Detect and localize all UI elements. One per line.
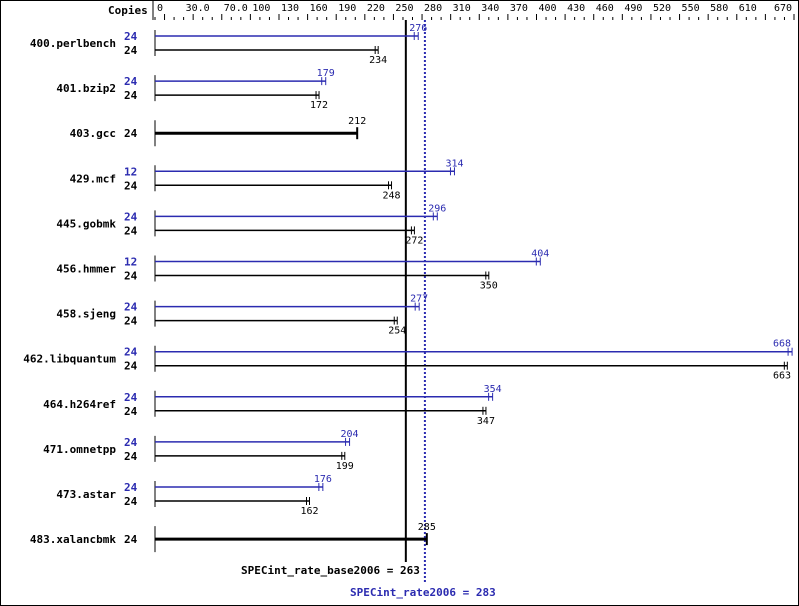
peak-copies-label: 24 — [124, 301, 138, 314]
tick-label: 400 — [538, 3, 556, 14]
peak-summary-label: SPECint_rate2006 = 283 — [350, 586, 496, 599]
base-value-label: 199 — [336, 461, 354, 472]
peak-value-label: 314 — [445, 158, 463, 169]
peak-copies-label: 24 — [124, 75, 138, 88]
tick-label: 280 — [424, 3, 442, 14]
peak-copies-label: 24 — [124, 436, 138, 449]
tick-label: 370 — [510, 3, 528, 14]
value-label: 212 — [348, 116, 366, 127]
benchmark-label: 401.bzip2 — [56, 82, 116, 95]
benchmark-label: 445.gobmk — [56, 217, 116, 230]
base-copies-label: 24 — [124, 224, 138, 237]
tick-label: 130 — [281, 3, 299, 14]
tick-label: 610 — [739, 3, 757, 14]
base-copies-label: 24 — [124, 89, 138, 102]
peak-copies-label: 24 — [124, 346, 138, 359]
copies-label: 24 — [124, 533, 138, 546]
peak-copies-label: 12 — [124, 165, 137, 178]
peak-copies-label: 24 — [124, 210, 138, 223]
base-value-label: 162 — [300, 506, 318, 517]
peak-copies-label: 24 — [124, 481, 138, 494]
peak-copies-label: 24 — [124, 30, 138, 43]
peak-value-label: 296 — [428, 203, 446, 214]
tick-label: 70.0 — [224, 3, 248, 14]
tick-label: 580 — [710, 3, 728, 14]
base-value-label: 254 — [388, 326, 406, 337]
tick-label: 490 — [624, 3, 642, 14]
value-label: 285 — [418, 522, 436, 533]
tick-label: 340 — [481, 3, 499, 14]
tick-label: 550 — [682, 3, 700, 14]
tick-label: 220 — [367, 3, 385, 14]
base-copies-label: 24 — [124, 495, 138, 508]
base-copies-label: 24 — [124, 405, 138, 418]
tick-label: 0 — [157, 3, 163, 14]
base-copies-label: 24 — [124, 270, 138, 283]
base-value-label: 663 — [773, 371, 791, 382]
benchmark-label: 471.omnetpp — [43, 443, 116, 456]
peak-value-label: 179 — [317, 68, 335, 79]
base-summary-label: SPECint_rate_base2006 = 263 — [241, 564, 420, 577]
tick-label: 520 — [653, 3, 671, 14]
tick-label: 430 — [567, 3, 585, 14]
base-value-label: 272 — [405, 235, 423, 246]
tick-label: 190 — [338, 3, 356, 14]
benchmark-label: 458.sjeng — [56, 308, 116, 321]
peak-value-label: 176 — [314, 474, 332, 485]
peak-value-label: 668 — [773, 339, 791, 350]
base-copies-label: 24 — [124, 315, 138, 328]
base-copies-label: 24 — [124, 360, 138, 373]
benchmark-label: 400.perlbench — [30, 37, 116, 50]
base-value-label: 347 — [477, 416, 495, 427]
benchmark-label: 483.xalancbmk — [30, 533, 116, 546]
benchmark-label: 462.libquantum — [23, 353, 116, 366]
tick-label: 460 — [596, 3, 614, 14]
peak-value-label: 277 — [410, 294, 428, 305]
base-value-label: 350 — [480, 281, 498, 292]
tick-label: 100 — [252, 3, 270, 14]
peak-value-label: 404 — [531, 249, 549, 260]
peak-value-label: 276 — [409, 23, 427, 34]
benchmark-label: 473.astar — [56, 488, 116, 501]
tick-label: 310 — [453, 3, 471, 14]
base-value-label: 234 — [369, 55, 387, 66]
tick-label: 670 — [774, 3, 792, 14]
copies-header: Copies — [108, 4, 148, 17]
base-copies-label: 24 — [124, 450, 138, 463]
base-copies-label: 24 — [124, 44, 138, 57]
benchmark-label: 429.mcf — [70, 172, 116, 185]
copies-label: 24 — [124, 127, 138, 140]
tick-label: 30.0 — [186, 3, 210, 14]
base-copies-label: 24 — [124, 179, 138, 192]
peak-value-label: 354 — [484, 384, 502, 395]
peak-copies-label: 24 — [124, 391, 138, 404]
benchmark-label: 403.gcc — [70, 127, 116, 140]
benchmark-label: 464.h264ref — [43, 398, 116, 411]
base-value-label: 248 — [382, 190, 400, 201]
peak-copies-label: 12 — [124, 256, 137, 269]
benchmark-label: 456.hmmer — [56, 263, 116, 276]
peak-value-label: 204 — [341, 429, 359, 440]
tick-label: 250 — [395, 3, 413, 14]
tick-label: 160 — [310, 3, 328, 14]
base-value-label: 172 — [310, 100, 328, 111]
